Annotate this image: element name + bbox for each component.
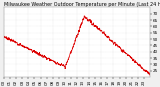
Text: Milwaukee Weather Outdoor Temperature per Minute (Last 24 Hours): Milwaukee Weather Outdoor Temperature pe…	[4, 2, 160, 7]
